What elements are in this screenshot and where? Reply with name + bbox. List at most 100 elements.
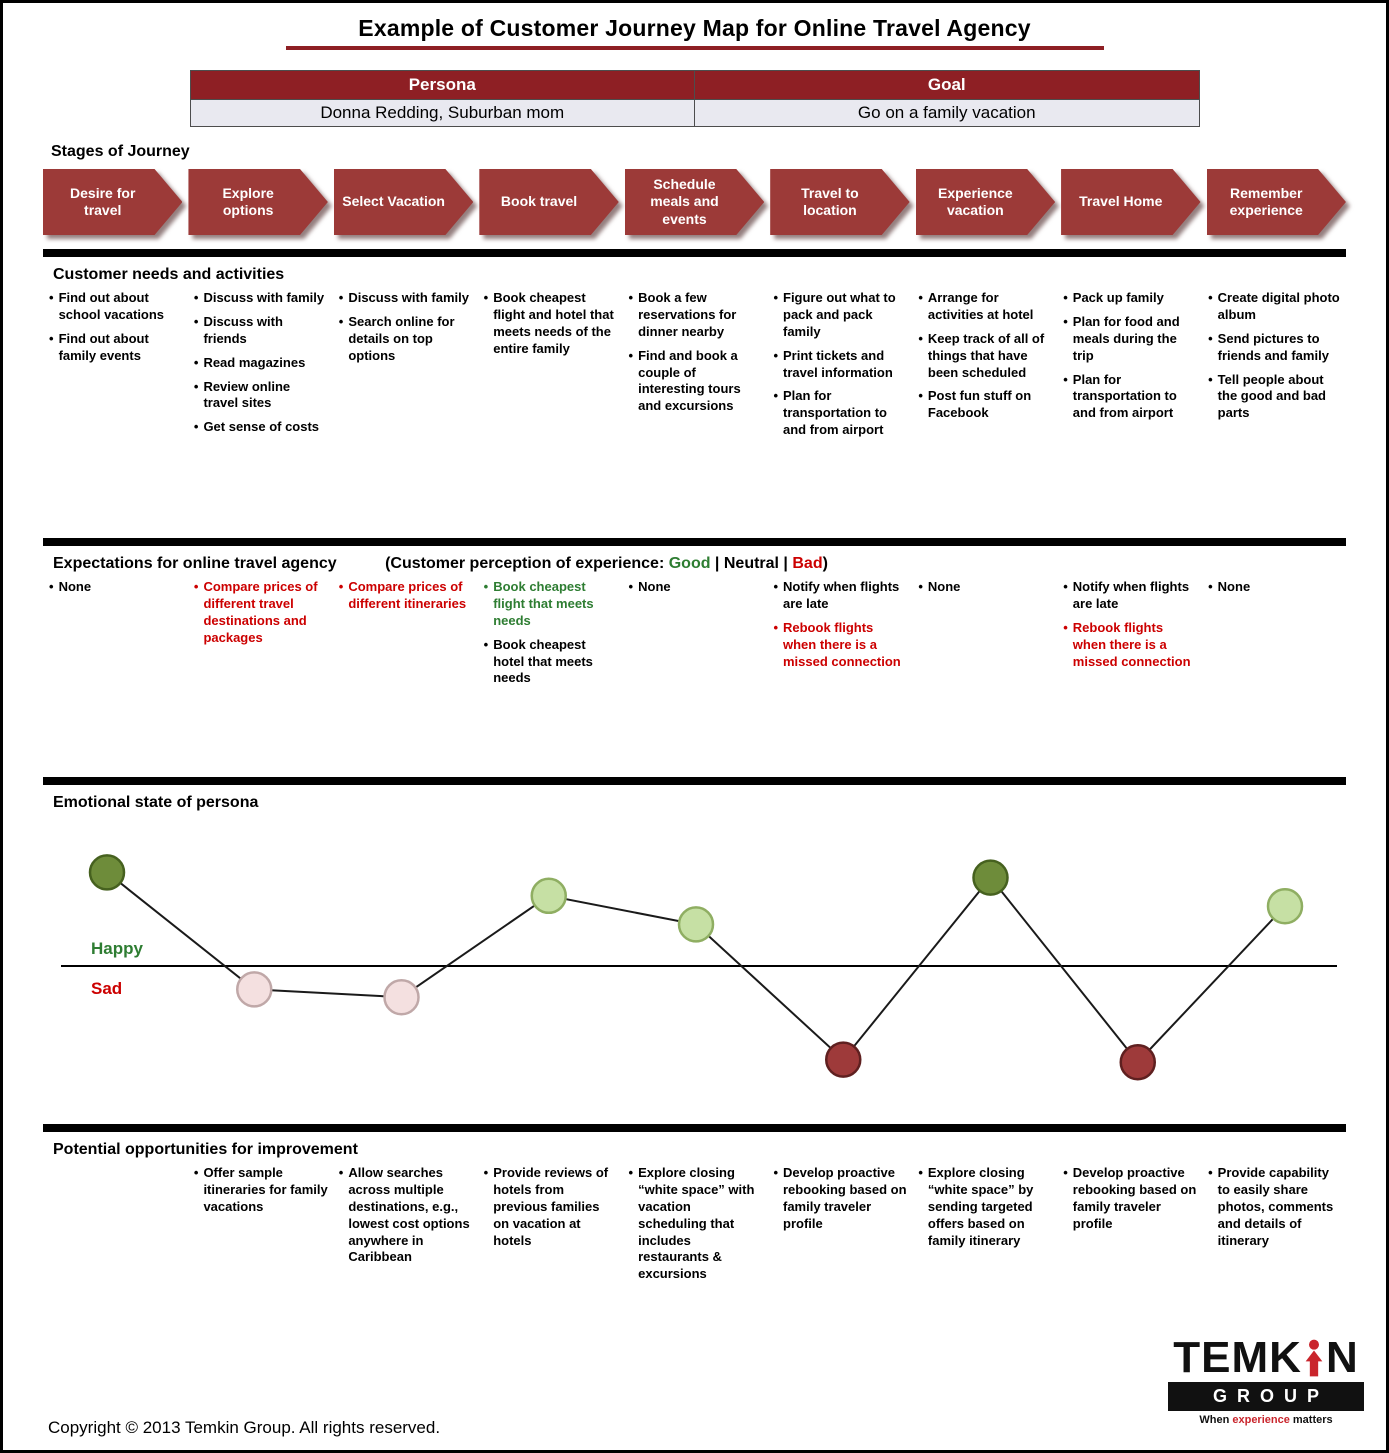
bullet-text: None — [58, 579, 92, 594]
bullet-item: • Send pictures to friends and family — [1206, 331, 1342, 365]
legend-suffix: ) — [822, 555, 828, 572]
stage-label: Explore options — [222, 184, 274, 219]
opportunities-column — [47, 1165, 183, 1381]
bullet-text: Find and book a couple of interesting to… — [638, 347, 741, 414]
emotion-chart: Happy Sad — [45, 818, 1344, 1110]
bullet-item: • Discuss with family — [337, 290, 473, 307]
bullet-icon: • — [1208, 1165, 1213, 1180]
bullet-item: • Book cheapest flight and hotel that mee… — [482, 290, 618, 358]
happy-label: Happy — [91, 939, 144, 958]
bullet-item: • Print tickets and travel information — [771, 348, 907, 382]
emotion-section-title: Emotional state of persona — [53, 794, 259, 811]
bullet-text: Explore closing “white space” with vacat… — [638, 1165, 755, 1282]
bullet-item: • Notify when flights are late — [771, 579, 907, 613]
bullet-item: • None — [1206, 579, 1342, 596]
emotion-line-chart: Happy Sad — [61, 854, 1337, 1081]
needs-column: • Discuss with family • Discuss with friend… — [192, 290, 328, 524]
bullet-icon: • — [1063, 579, 1068, 594]
bullet-icon: • — [918, 1165, 923, 1180]
bullet-icon: • — [773, 619, 778, 635]
bullet-item: • Read magazines — [192, 355, 328, 372]
needs-column: • Arrange for activities at hotel • Keep tr… — [916, 290, 1052, 524]
bullet-icon: • — [1063, 619, 1068, 635]
bullet-icon: • — [1063, 290, 1068, 305]
opportunities-column: • Allow searches across multiple destinat… — [337, 1165, 473, 1381]
copyright-text: Copyright © 2013 Temkin Group. All right… — [48, 1418, 441, 1437]
bullet-icon: • — [628, 1165, 634, 1180]
opportunities-column: • Provide capability to easily share phot… — [1206, 1165, 1342, 1381]
emotion-line — [106, 871, 1286, 1064]
bullet-text: Compare prices of different itineraries — [348, 579, 467, 611]
section-divider — [43, 1124, 1346, 1132]
bullet-item: • None — [47, 579, 183, 596]
bullet-item: • None — [916, 579, 1052, 596]
bullet-icon: • — [628, 347, 634, 363]
needs-column: • Pack up family • Plan for food and meals … — [1061, 290, 1197, 524]
stage-label: Travel Home — [1079, 193, 1163, 210]
opportunities-column: • Offer sample itineraries for family vac… — [192, 1165, 328, 1381]
bullet-text: Search online for details on top options — [348, 313, 455, 363]
stages-of-journey-label: Stages of Journey — [51, 143, 190, 160]
bullet-icon: • — [193, 1165, 199, 1180]
bullet-text: None — [638, 579, 671, 594]
persona-value: Donna Redding, Suburban mom — [189, 99, 695, 127]
bullet-item: • Pack up family — [1061, 290, 1197, 307]
opportunities-column: • Develop proactive rebooking based on fa… — [771, 1165, 907, 1381]
bullet-icon: • — [1208, 579, 1213, 594]
logo-wordmark: TEMK N — [1168, 1333, 1364, 1383]
tagline-emphasis: experience — [1232, 1414, 1290, 1426]
bullet-icon: • — [1208, 371, 1213, 387]
goal-value: Go on a family vacation — [694, 99, 1200, 127]
expectations-column: • Compare prices of different travel dest… — [192, 579, 328, 763]
bullet-icon: • — [338, 313, 344, 329]
expectations-column: • Compare prices of different itineraries — [337, 579, 473, 763]
bullet-text: Find out about family events — [58, 330, 149, 363]
bullet-text: Book cheapest hotel that meets needs — [493, 636, 593, 686]
stage-arrow-explore-options: Explore options — [188, 169, 328, 235]
bullet-item: • Book cheapest hotel that meets needs — [482, 637, 618, 688]
bullet-text: Notify when flights are late — [783, 579, 900, 611]
legend-sep: | — [710, 555, 724, 572]
bullet-item: • Compare prices of different travel dest… — [192, 579, 328, 647]
emotion-point-very-sad — [1119, 1043, 1156, 1081]
stage-label: Travel to location — [801, 184, 859, 219]
stage-arrow-travel-to-location: Travel to location — [770, 169, 910, 235]
bullet-item: • Discuss with friends — [192, 314, 328, 348]
bullet-icon: • — [193, 378, 199, 394]
bullet-icon: • — [193, 579, 199, 594]
emotion-point-very-happy — [972, 859, 1009, 896]
stage-arrow-schedule-meals: Schedule meals and events — [624, 169, 765, 235]
bullet-text: Plan for food and meals during the trip — [1072, 313, 1180, 363]
bullet-text: Pack up family — [1072, 290, 1164, 305]
bullet-item: • Notify when flights are late — [1061, 579, 1197, 613]
stage-arrow-travel-home: Travel Home — [1061, 169, 1201, 235]
stage-label: Book travel — [500, 193, 578, 210]
persona-header: Persona — [189, 70, 695, 100]
legend-good: Good — [668, 555, 711, 572]
bullet-icon: • — [193, 354, 199, 370]
bullet-item: • Provide reviews of hotels from previous… — [482, 1165, 618, 1249]
emotion-point-very-sad — [825, 1041, 862, 1078]
bullet-item: • Rebook flights when there is a missed c… — [771, 620, 907, 671]
stage-arrow-experience-vacation: Experience vacation — [915, 169, 1056, 235]
bullet-icon: • — [1208, 330, 1213, 346]
stage-label: Select Vacation — [342, 193, 445, 210]
section-divider — [43, 777, 1346, 785]
opportunities-section-title: Potential opportunities for improvement — [53, 1141, 358, 1158]
needs-column: • Figure out what to pack and pack family… — [771, 290, 907, 524]
bullet-text: Read magazines — [203, 354, 306, 370]
bullet-icon: • — [773, 1165, 778, 1180]
legend-sep: | — [778, 555, 793, 572]
bullet-text: Arrange for activities at hotel — [927, 290, 1034, 322]
logo-text-right: N — [1325, 1333, 1359, 1383]
bullet-text: Provide reviews of hotels from previous … — [493, 1165, 609, 1248]
needs-column: • Find out about school vacations • Find ou… — [47, 290, 183, 524]
bullet-item: • Keep track of all of things that have b… — [916, 331, 1052, 382]
goal-header: Goal — [694, 70, 1200, 100]
bullet-text: Review online travel sites — [203, 378, 291, 411]
bullet-icon: • — [483, 636, 489, 652]
expectations-column: • None — [916, 579, 1052, 763]
bullet-icon: • — [49, 579, 54, 594]
bullet-text: Send pictures to friends and family — [1217, 330, 1329, 363]
